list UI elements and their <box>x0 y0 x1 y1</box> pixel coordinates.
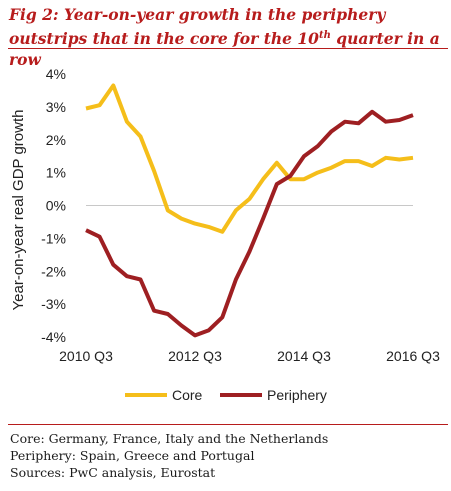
legend: Core Periphery <box>125 387 327 403</box>
figure-title-main: Fig 2: Year-on-year growth in the periph… <box>9 5 386 49</box>
notes-divider <box>8 424 448 425</box>
legend-label-periphery: Periphery <box>267 387 327 403</box>
note-periphery: Periphery: Spain, Greece and Portugal <box>10 448 255 463</box>
note-core: Core: Germany, France, Italy and the Net… <box>10 431 329 446</box>
y-tick-label: 0% <box>46 198 66 214</box>
y-tick-label: 1% <box>46 165 66 181</box>
x-tick-label: 2014 Q3 <box>277 348 331 364</box>
x-tick-label: 2016 Q3 <box>386 348 440 364</box>
x-tick-label: 2012 Q3 <box>168 348 222 364</box>
title-divider <box>8 48 448 49</box>
figure-title-superscript: th <box>318 30 331 41</box>
legend-label-core: Core <box>172 387 203 403</box>
series-line-periphery <box>85 109 414 338</box>
line-chart: -4%-3%-2%-1%0%1%2%3%4% 2010 Q3 2012 Q3 201… <box>10 66 440 403</box>
figure-title-end: quarter in a row <box>9 29 440 70</box>
y-tick-label: -1% <box>41 230 66 246</box>
y-tick-label: -2% <box>41 263 66 279</box>
y-tick-label: 2% <box>46 132 66 148</box>
y-tick-label: 4% <box>46 66 66 82</box>
y-axis-label: Year-on-year real GDP growth <box>10 110 27 311</box>
figure-title: Fig 2: Year-on-year growth in the periph… <box>9 4 445 70</box>
y-tick-label: -3% <box>41 296 66 312</box>
x-axis: 2010 Q3 2012 Q3 2014 Q3 2016 Q3 <box>59 205 440 364</box>
y-tick-label: -4% <box>41 329 66 345</box>
y-tick-label: 3% <box>46 99 66 115</box>
note-sources: Sources: PwC analysis, Eurostat <box>10 465 216 480</box>
x-tick-label: 2010 Q3 <box>59 348 113 364</box>
y-axis: -4% -3% -2% -1% 0% 1% 2% 3% 4% <box>41 66 66 345</box>
data-series <box>85 83 414 338</box>
figure-notes: Core: Germany, France, Italy and the Net… <box>10 430 446 481</box>
series-line-core <box>85 83 414 234</box>
